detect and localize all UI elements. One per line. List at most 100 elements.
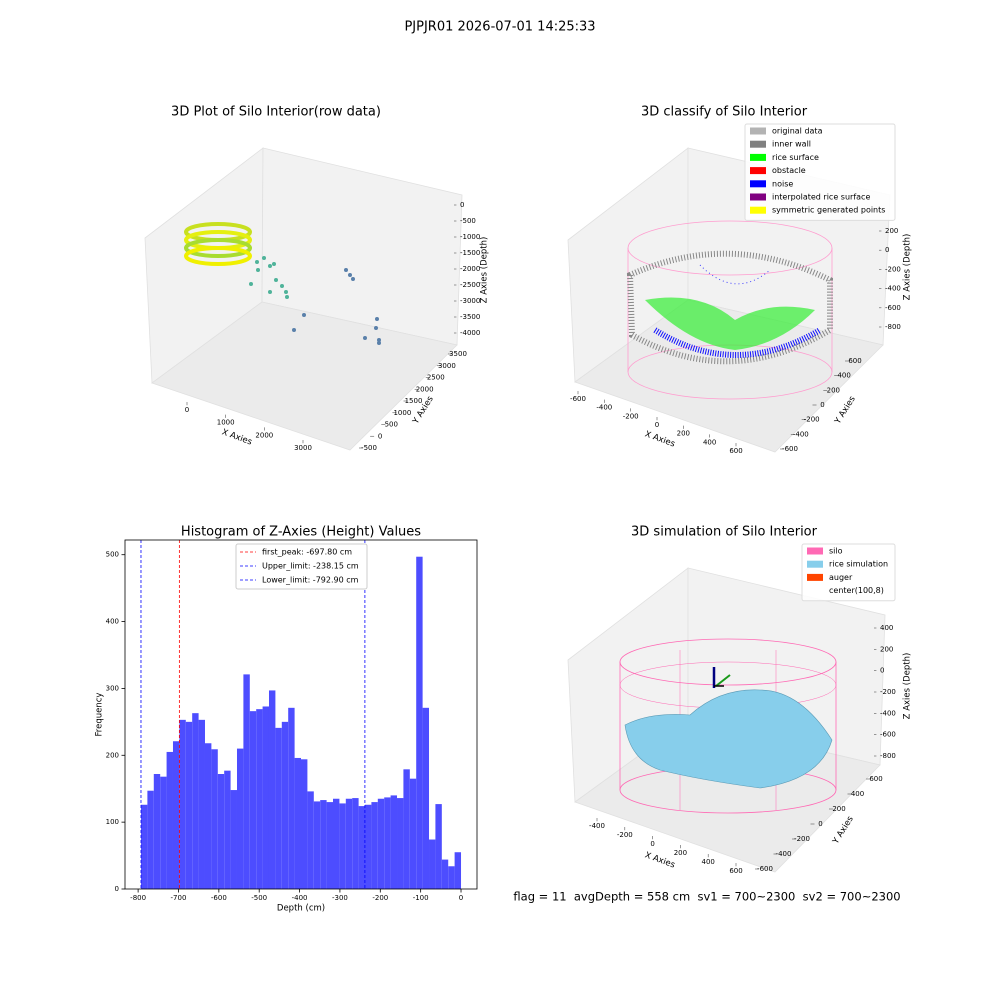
bar [140, 804, 148, 889]
legend-label: obstacle [772, 166, 806, 175]
bar [377, 798, 385, 889]
rice-surface [624, 689, 833, 789]
y-tick-label: -600 [782, 445, 798, 453]
z-tick-label: -400 [880, 709, 896, 717]
bar [275, 727, 282, 889]
rice-points [645, 297, 815, 350]
z-tick-label: 0 [880, 667, 884, 675]
y-tick-label: 0 [115, 885, 119, 893]
legend-swatch [750, 206, 766, 214]
y-tick-label: 0 [820, 401, 824, 409]
z-tick-label: -600 [885, 304, 901, 312]
x-tick-label: 600 [729, 867, 742, 875]
bar [435, 804, 442, 889]
z-tick-label: -1500 [460, 249, 480, 257]
simulation [619, 638, 837, 814]
y-tick-label: 3500 [449, 350, 467, 358]
bar [371, 802, 378, 889]
bar [249, 711, 257, 889]
y-tick-label: 200 [827, 386, 840, 394]
bar [179, 719, 186, 889]
y-tick-label: -600 [757, 865, 773, 873]
x-tick-label: -100 [413, 894, 429, 902]
y-tick-label: 100 [106, 818, 119, 826]
bar [281, 721, 289, 889]
y-tick-label: 200 [106, 751, 119, 759]
bar [358, 806, 366, 889]
y-tick-label: 0 [818, 820, 822, 828]
x-tick-label: 0 [185, 406, 189, 414]
z-axis-label: Z Axies (Depth) [903, 653, 913, 720]
y-tick-label: 400 [851, 790, 864, 798]
ring [184, 246, 252, 266]
bar [384, 797, 391, 889]
legend-swatch [807, 587, 823, 595]
bar [160, 776, 167, 889]
legend-swatch [750, 167, 766, 175]
legend-label: rice surface [772, 153, 819, 162]
chart-title: Histogram of Z-Axies (Height) Values [181, 525, 421, 540]
auger [715, 674, 731, 687]
bar [454, 852, 462, 889]
bar [288, 707, 295, 889]
legend-label: Lower_limit: -792.90 cm [262, 576, 359, 585]
bar [320, 800, 327, 889]
legend-label: center(100,8) [829, 586, 884, 595]
bar [147, 790, 154, 889]
pane [151, 301, 458, 451]
bar [172, 741, 180, 889]
bar [224, 770, 231, 889]
x-tick-label: 400 [702, 858, 715, 866]
x-tick-label: -200 [617, 831, 633, 839]
x-tick-label: 3000 [294, 444, 312, 452]
dots [292, 268, 381, 345]
bar [441, 859, 449, 889]
z-tick-label: -2000 [460, 265, 480, 273]
legend-label: original data [772, 127, 823, 136]
y-tick-label: 600 [869, 775, 882, 783]
z-tick-label: 400 [880, 624, 893, 632]
bar [345, 798, 353, 889]
z-axis-label: Z Axies (Depth) [480, 237, 490, 304]
chart-title: 3D classify of Silo Interior [641, 105, 808, 120]
bar [307, 791, 314, 889]
dots [249, 256, 289, 299]
legend-swatch [750, 140, 766, 148]
x-tick-label: -400 [596, 404, 612, 412]
y-tick-label: 200 [832, 805, 845, 813]
legend-swatch [750, 193, 766, 201]
legend-swatch [807, 573, 823, 581]
legend-label: inner wall [772, 140, 811, 149]
axes-3d-panes [144, 147, 463, 451]
y-tick-label: 400 [837, 372, 850, 380]
x-tick-label: -200 [372, 894, 388, 902]
z-tick-label: -1000 [460, 233, 480, 241]
y-tick-label: -400 [793, 430, 809, 438]
bar [185, 721, 193, 889]
figure-title: PJPJR01 2026-07-01 14:25:33 [404, 20, 595, 35]
bar [448, 866, 455, 889]
legend-label: rice simulation [829, 560, 888, 569]
y-tick-label: -200 [804, 416, 820, 424]
x-axis-label: Depth (cm) [277, 904, 325, 914]
wall-points [626, 250, 833, 365]
x-tick-label: -400 [589, 822, 605, 830]
y-tick-label: -200 [794, 835, 810, 843]
x-tick-label: -400 [292, 894, 308, 902]
z-tick-label: -4000 [460, 329, 480, 337]
x-tick-label: 1000 [217, 419, 235, 427]
legend-swatch [750, 180, 766, 188]
y-tick-label: -500 [361, 444, 377, 452]
chart-title: 3D simulation of Silo Interior [631, 525, 818, 540]
z-tick-label: -2500 [460, 281, 480, 289]
bar [243, 674, 250, 889]
z-tick-label: -200 [880, 688, 896, 696]
bar [409, 778, 417, 889]
x-tick-label: -300 [332, 894, 348, 902]
z-tick-label: 200 [880, 645, 893, 653]
y-axis-label: Frequency [95, 693, 105, 737]
x-tick-label: 200 [677, 430, 690, 438]
bar [339, 803, 346, 889]
legend-label: first_peak: -697.80 cm [262, 548, 352, 557]
y-tick-label: 2000 [416, 385, 434, 393]
